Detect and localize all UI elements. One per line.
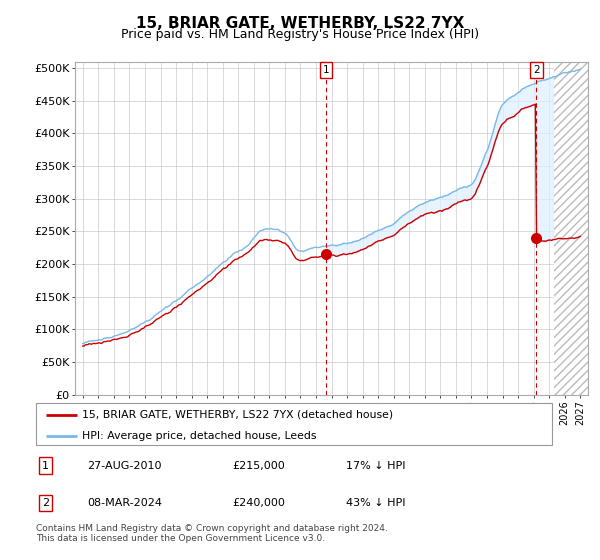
Text: £240,000: £240,000 <box>232 498 285 508</box>
Text: 43% ↓ HPI: 43% ↓ HPI <box>346 498 405 508</box>
Text: Contains HM Land Registry data © Crown copyright and database right 2024.
This d: Contains HM Land Registry data © Crown c… <box>36 524 388 543</box>
Bar <box>554 62 588 395</box>
Bar <box>554 62 588 395</box>
Text: £215,000: £215,000 <box>232 460 285 470</box>
Text: HPI: Average price, detached house, Leeds: HPI: Average price, detached house, Leed… <box>82 431 317 441</box>
FancyBboxPatch shape <box>36 403 552 445</box>
Text: 27-AUG-2010: 27-AUG-2010 <box>88 460 162 470</box>
Text: 17% ↓ HPI: 17% ↓ HPI <box>346 460 405 470</box>
Text: 08-MAR-2024: 08-MAR-2024 <box>88 498 163 508</box>
Text: 15, BRIAR GATE, WETHERBY, LS22 7YX (detached house): 15, BRIAR GATE, WETHERBY, LS22 7YX (deta… <box>82 410 394 420</box>
Text: 15, BRIAR GATE, WETHERBY, LS22 7YX: 15, BRIAR GATE, WETHERBY, LS22 7YX <box>136 16 464 31</box>
Text: Price paid vs. HM Land Registry's House Price Index (HPI): Price paid vs. HM Land Registry's House … <box>121 28 479 41</box>
Text: 1: 1 <box>323 65 329 75</box>
Text: 1: 1 <box>42 460 49 470</box>
Text: 2: 2 <box>533 65 540 75</box>
Text: 2: 2 <box>42 498 49 508</box>
